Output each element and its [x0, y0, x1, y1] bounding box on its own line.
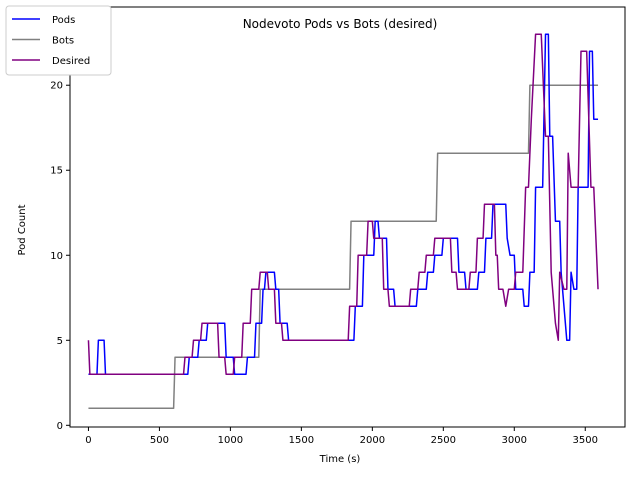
- legend-box: [5, 5, 112, 76]
- legend: Pods Bots Desired: [5, 5, 112, 76]
- x-tick-label: 0: [85, 435, 91, 446]
- series-line-bots: [88, 84, 599, 410]
- series-layer: [87, 33, 599, 410]
- legend-label-pods: Pods: [52, 15, 75, 26]
- series-line-pods: [88, 33, 599, 376]
- y-axis-label: Pod Count: [17, 204, 28, 255]
- x-axis: 0 500 1000 1500 2000 2500 3000 3500: [85, 427, 598, 446]
- y-axis: 0 5 10 15 20: [50, 81, 70, 432]
- x-tick-label: 3500: [573, 435, 598, 446]
- x-tick-label: 1500: [289, 435, 314, 446]
- y-tick-label: 20: [50, 81, 63, 92]
- y-tick-label: 5: [57, 336, 63, 347]
- series-line-desired: [87, 33, 599, 376]
- x-tick-label: 500: [150, 435, 169, 446]
- chart-title: Nodevoto Pods vs Bots (desired): [243, 17, 438, 31]
- x-axis-label: Time (s): [319, 454, 361, 465]
- legend-label-desired: Desired: [52, 56, 90, 67]
- x-tick-label: 1000: [218, 435, 243, 446]
- x-tick-label: 2000: [360, 435, 385, 446]
- x-tick-label: 3000: [502, 435, 527, 446]
- y-tick-label: 15: [50, 166, 63, 177]
- plot-frame: [69, 6, 626, 428]
- x-tick-label: 2500: [431, 435, 456, 446]
- y-tick-label: 10: [50, 251, 63, 262]
- y-tick-label: 0: [57, 421, 63, 432]
- legend-label-bots: Bots: [52, 36, 74, 47]
